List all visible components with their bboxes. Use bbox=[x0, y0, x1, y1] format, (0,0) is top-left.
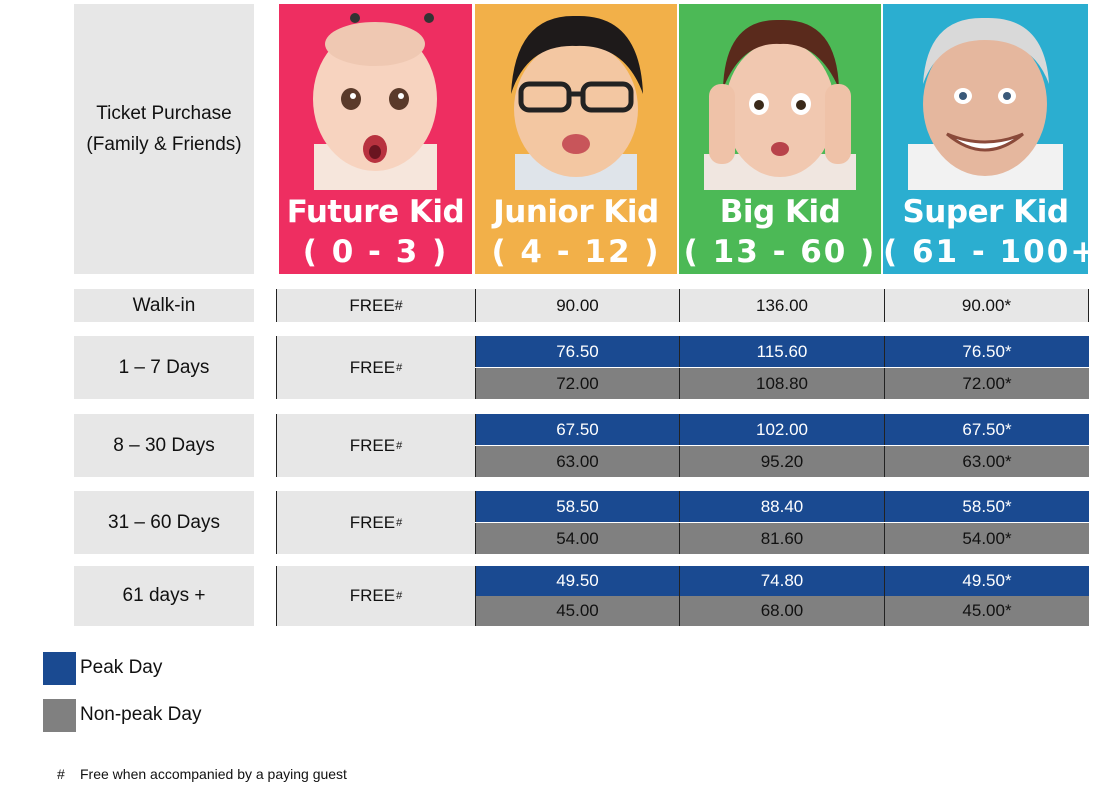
free-mark: # bbox=[396, 590, 403, 602]
category-super-kid: Super Kid ( 61 - 100+ ) bbox=[883, 4, 1088, 274]
row-8-30-super-nonpeak-price: 63.00* bbox=[884, 446, 1089, 477]
category-future-kid: Future Kid ( 0 - 3 ) bbox=[279, 4, 472, 274]
row-61-plus-super-nonpeak-price: 45.00* bbox=[884, 596, 1089, 626]
row-61-plus-super-peak-price: 49.50* bbox=[884, 566, 1089, 596]
walkin-super-kid-price: 90.00* bbox=[884, 289, 1089, 322]
row-label-walkin: Walk-in bbox=[74, 289, 254, 322]
row-31-60-future-kid-cell: FREE # bbox=[276, 491, 475, 554]
senior-man-photo bbox=[908, 17, 1063, 190]
row-label-8-30-days: 8 – 30 Days bbox=[74, 414, 254, 477]
row-1-7-super-nonpeak-price: 72.00* bbox=[884, 368, 1089, 399]
nonpeak-day-label: Non-peak Day bbox=[80, 704, 202, 725]
category-junior-kid: Junior Kid ( 4 - 12 ) bbox=[475, 4, 677, 274]
row-61-plus-big-nonpeak-price: 68.00 bbox=[679, 596, 884, 626]
category-age-range: ( 0 - 3 ) bbox=[302, 234, 449, 270]
row-1-7-junior-peak-price: 76.50 bbox=[475, 336, 679, 367]
walkin-big-kid-price: 136.00 bbox=[679, 289, 884, 322]
header-line-2: (Family & Friends) bbox=[86, 134, 242, 155]
boy-photo bbox=[511, 15, 643, 190]
peak-day-swatch bbox=[43, 652, 76, 685]
row-31-60-junior-peak-price: 58.50 bbox=[475, 491, 679, 522]
nonpeak-day-swatch bbox=[43, 699, 76, 732]
free-mark: # bbox=[396, 361, 403, 374]
category-name: Super Kid bbox=[902, 194, 1069, 230]
row-8-30-big-nonpeak-price: 95.20 bbox=[679, 446, 884, 477]
category-name: Big Kid bbox=[719, 194, 841, 230]
free-mark: # bbox=[394, 297, 403, 314]
footnote-text: Free when accompanied by a paying guest bbox=[80, 766, 347, 782]
free-mark: # bbox=[396, 439, 403, 452]
table-header-label: Ticket Purchase (Family & Friends) bbox=[74, 4, 254, 274]
category-age-range: ( 61 - 100+ ) bbox=[883, 234, 1088, 270]
row-61-plus-junior-nonpeak-price: 45.00 bbox=[475, 596, 679, 626]
row-1-7-big-peak-price: 115.60 bbox=[679, 336, 884, 367]
row-1-7-big-nonpeak-price: 108.80 bbox=[679, 368, 884, 399]
header-line-1: Ticket Purchase bbox=[96, 103, 232, 124]
row-31-60-big-peak-price: 88.40 bbox=[679, 491, 884, 522]
row-1-7-junior-nonpeak-price: 72.00 bbox=[475, 368, 679, 399]
row-31-60-big-nonpeak-price: 81.60 bbox=[679, 523, 884, 554]
row-8-30-super-peak-price: 67.50* bbox=[884, 414, 1089, 445]
row-label-61-days-plus: 61 days + bbox=[74, 566, 254, 626]
free-label: FREE bbox=[349, 357, 396, 377]
category-age-range: ( 4 - 12 ) bbox=[491, 234, 661, 270]
free-label: FREE bbox=[349, 435, 396, 455]
row-61-plus-big-peak-price: 74.80 bbox=[679, 566, 884, 596]
woman-photo bbox=[704, 19, 856, 190]
category-name: Future Kid bbox=[286, 194, 465, 230]
walkin-junior-kid-price: 90.00 bbox=[475, 289, 679, 322]
free-label: FREE bbox=[349, 512, 396, 532]
row-8-30-big-peak-price: 102.00 bbox=[679, 414, 884, 445]
row-label-1-7-days: 1 – 7 Days bbox=[74, 336, 254, 399]
peak-day-label: Peak Day bbox=[80, 657, 163, 678]
row-1-7-future-kid-cell: FREE # bbox=[276, 336, 475, 399]
row-8-30-junior-peak-price: 67.50 bbox=[475, 414, 679, 445]
row-31-60-super-peak-price: 58.50* bbox=[884, 491, 1089, 522]
row-8-30-future-kid-cell: FREE # bbox=[276, 414, 475, 477]
category-big-kid: Big Kid ( 13 - 60 ) bbox=[679, 4, 881, 274]
row-1-7-super-peak-price: 76.50* bbox=[884, 336, 1089, 367]
row-label-31-60-days: 31 – 60 Days bbox=[74, 491, 254, 554]
category-name: Junior Kid bbox=[493, 194, 659, 230]
row-8-30-junior-nonpeak-price: 63.00 bbox=[475, 446, 679, 477]
free-label: FREE bbox=[349, 586, 396, 605]
row-61-plus-junior-peak-price: 49.50 bbox=[475, 566, 679, 596]
row-31-60-super-nonpeak-price: 54.00* bbox=[884, 523, 1089, 554]
free-mark: # bbox=[396, 516, 403, 529]
footnote-mark: # bbox=[57, 766, 65, 782]
category-age-range: ( 13 - 60 ) bbox=[683, 234, 877, 270]
row-61-plus-future-kid-cell: FREE # bbox=[276, 566, 475, 626]
row-31-60-junior-nonpeak-price: 54.00 bbox=[475, 523, 679, 554]
baby-photo bbox=[313, 13, 437, 190]
walkin-future-kid-cell: FREE # bbox=[276, 289, 475, 322]
free-label: FREE bbox=[349, 295, 395, 315]
